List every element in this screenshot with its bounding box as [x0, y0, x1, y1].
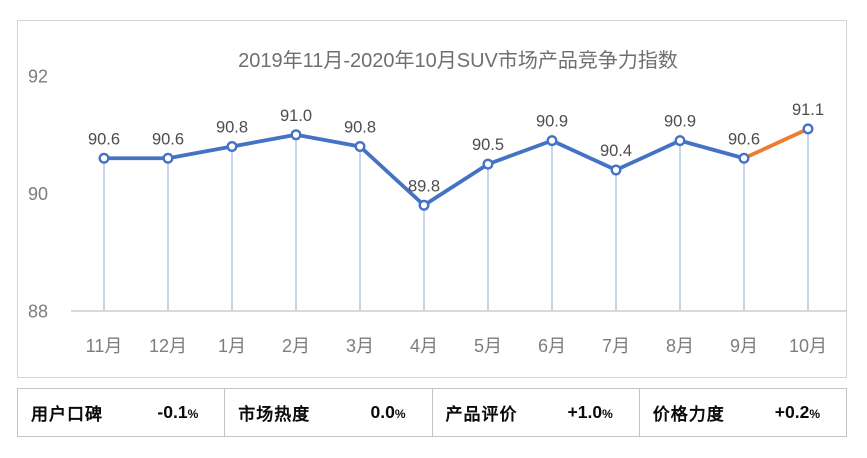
percent-unit: % [602, 407, 613, 421]
data-label: 90.8 [344, 119, 376, 137]
data-point-marker [610, 164, 622, 176]
stat-value: +1.0% [567, 402, 613, 422]
stat-label: 价格力度 [652, 405, 725, 424]
x-axis-month-label: 10月 [789, 336, 827, 356]
line-chart-svg: 2019年11月-2020年10月SUV市场产品竞争力指数 88 90 92 90.6 9… [28, 49, 846, 356]
data-label: 89.8 [408, 177, 440, 195]
data-point-marker [290, 129, 302, 141]
percent-unit: % [394, 407, 406, 421]
data-point-marker [162, 152, 174, 164]
data-point-marker [98, 152, 110, 164]
data-point-marker [738, 152, 750, 164]
stat-value: -0.1% [157, 402, 199, 422]
stat-cell-product-rating: 产品评价 +1.0% [433, 389, 640, 436]
competitiveness-line-chart-panel: 2019年11月-2020年10月SUV市场产品竞争力指数 88 90 92 90.6 9… [17, 20, 847, 378]
data-label: 90.5 [472, 136, 504, 154]
data-point-marker [802, 123, 814, 135]
y-axis-tick-label: 92 [28, 67, 48, 87]
stat-cell-market-heat: 市场热度 0.0% [225, 389, 433, 436]
data-point-marker [482, 158, 494, 170]
data-label: 91.0 [280, 107, 312, 125]
data-label: 90.9 [664, 113, 696, 131]
data-point-marker [546, 135, 558, 147]
x-axis-month-label: 3月 [346, 336, 374, 356]
data-label: 90.9 [536, 113, 568, 131]
stat-cell-user-reputation: 用户口碑 -0.1% [18, 389, 226, 436]
factor-stats-bar: 用户口碑 -0.1% 市场热度 0.0% 产品评价 +1.0% 价格力度 +0.… [17, 388, 847, 437]
x-axis-month-label: 5月 [474, 336, 502, 356]
stat-label: 产品评价 [445, 405, 518, 424]
data-label: 90.8 [216, 119, 248, 137]
x-axis-month-label: 8月 [666, 336, 694, 356]
stat-value: 0.0% [370, 402, 406, 422]
percent-unit: % [809, 407, 820, 421]
data-label: 90.6 [88, 130, 120, 148]
stat-cell-price-strength: 价格力度 +0.2% [640, 389, 846, 436]
x-axis-month-label: 11月 [86, 336, 123, 356]
data-label: 90.6 [152, 130, 184, 148]
stat-label: 市场热度 [238, 405, 311, 424]
stat-value: +0.2% [774, 402, 820, 422]
data-point-marker [226, 140, 238, 152]
data-label: 90.4 [600, 142, 632, 160]
x-axis-month-label: 7月 [602, 336, 630, 356]
x-axis-month-label: 6月 [538, 336, 566, 356]
data-label: 90.6 [728, 130, 760, 148]
x-axis-month-label: 9月 [730, 336, 758, 356]
x-axis-month-label: 1月 [218, 336, 246, 356]
highlight-segment [742, 126, 810, 161]
data-point-marker [354, 140, 366, 152]
y-axis-tick-label: 90 [28, 184, 48, 204]
data-point-marker [674, 135, 686, 147]
y-axis-tick-label: 88 [28, 302, 48, 322]
stat-label: 用户口碑 [31, 405, 103, 424]
x-axis-month-label: 2月 [282, 336, 310, 356]
x-axis-month-label: 4月 [410, 336, 438, 356]
percent-unit: % [187, 407, 199, 421]
data-point-marker [418, 199, 430, 211]
x-axis-month-label: 12月 [149, 336, 187, 356]
chart-title: 2019年11月-2020年10月SUV市场产品竞争力指数 [238, 49, 678, 72]
data-label: 91.1 [792, 101, 824, 119]
